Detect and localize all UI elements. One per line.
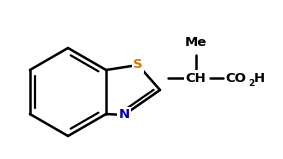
Text: CO: CO <box>225 72 246 84</box>
Text: CH: CH <box>186 72 206 84</box>
Text: N: N <box>119 108 130 121</box>
Text: H: H <box>254 72 265 84</box>
Text: Me: Me <box>185 35 207 48</box>
Text: S: S <box>133 59 143 72</box>
Text: 2: 2 <box>248 80 254 89</box>
